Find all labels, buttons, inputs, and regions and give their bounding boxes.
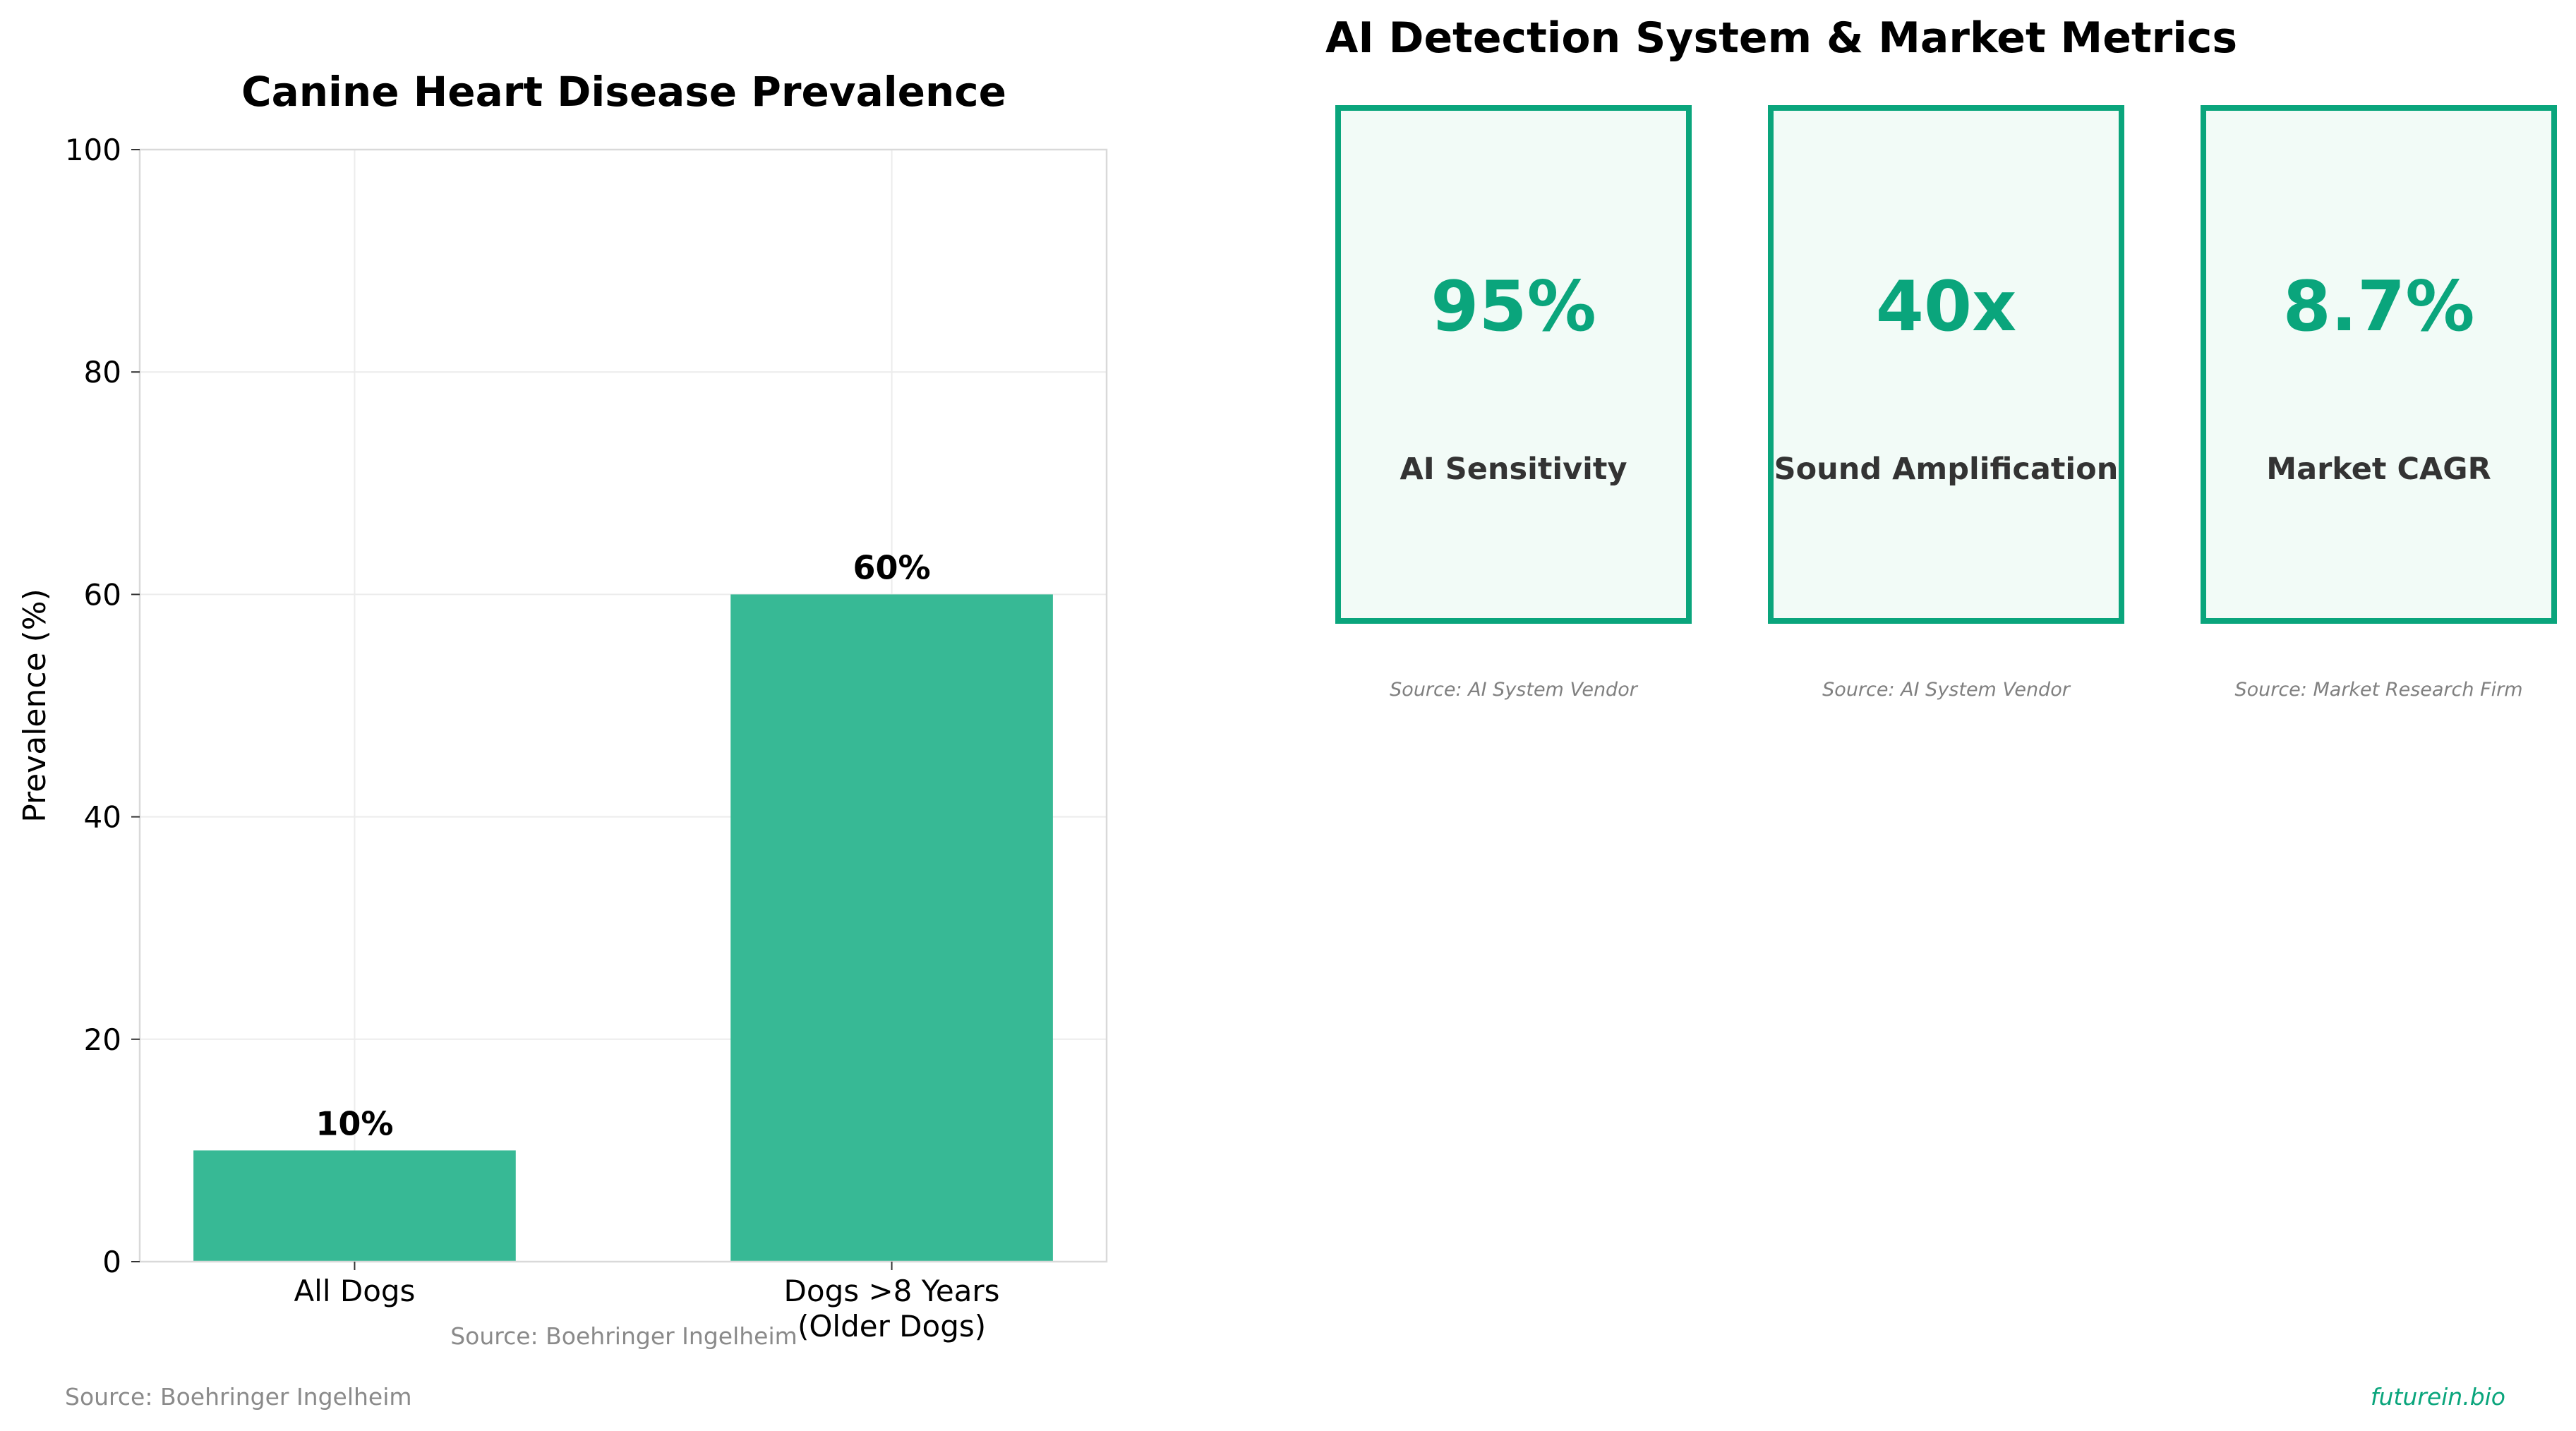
y-axis-label: Prevalence (%) [17,588,53,823]
y-tick-label: 0 [102,1245,121,1279]
metric-source-note: Source: AI System Vendor [1390,679,1637,701]
metric-value: 8.7% [2282,267,2475,347]
plot-frame [138,148,1108,1263]
metric-source-note: Source: AI System Vendor [1822,679,2070,701]
y-tick-label: 100 [65,133,121,167]
chart-source-note: Source: Boehringer Ingelheim [450,1322,798,1350]
x-tick-label: Dogs >8 Years (Older Dogs) [784,1274,1000,1344]
metric-source-note: Source: Market Research Firm [2234,679,2523,701]
metric-card-ai-sensitivity: 95% AI Sensitivity [1335,105,1692,624]
x-tick-label: All Dogs [294,1274,415,1308]
bar-data-label: 10% [315,1104,393,1142]
bar-data-label: 60% [853,548,931,586]
metric-label: AI Sensitivity [1400,452,1627,487]
chart-title: Canine Heart Disease Prevalence [241,68,1006,116]
y-tick-label: 20 [84,1022,121,1057]
bars: 10% 60% [193,548,1053,1262]
y-tick-label: 60 [84,577,121,612]
metric-label: Sound Amplification [1774,452,2119,487]
bar [193,1150,516,1262]
y-tick-label: 80 [84,355,121,390]
y-tick-label: 40 [84,800,121,835]
axis-ticks: 0 20 40 60 80 100 All Dogs Dogs >8 Years (Older … [65,133,1000,1344]
metric-card-sound-amplification: 40x Sound Amplification [1768,105,2124,624]
metrics-section-title: AI Detection System & Market Metrics [1325,13,2238,63]
metric-value: 95% [1431,267,1596,347]
metric-value: 40x [1875,267,2017,347]
metric-label: Market CAGR [2266,452,2491,487]
bar [730,594,1053,1262]
footer-source: Source: Boehringer Ingelheim [65,1383,412,1411]
prevalence-bar-chart: Canine Heart Disease Prevalence 10% 60% 0… [17,68,1108,1350]
metric-card-market-cagr: 8.7% Market CAGR [2201,105,2557,624]
footer-brand-link[interactable]: futurein.bio [2370,1383,2505,1411]
